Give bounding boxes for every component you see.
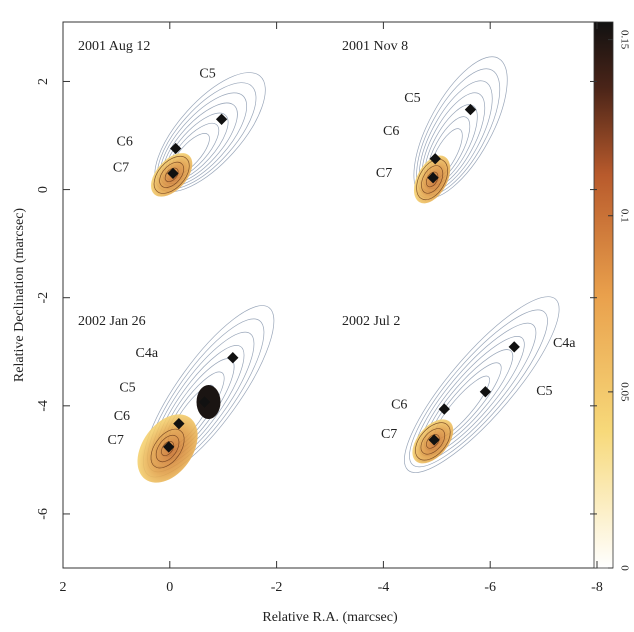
- contour: [416, 158, 449, 201]
- plot-frame: [62, 21, 598, 569]
- x-axis-label: Relative R.A. (marcsec): [262, 610, 398, 625]
- x-tick-label: -6: [484, 580, 496, 595]
- component-label: C4a: [553, 336, 576, 351]
- colorbar: [593, 21, 614, 569]
- component-label: C6: [383, 124, 399, 139]
- y-tick-label: 2: [36, 78, 51, 85]
- y-axis-label: Relative Declination (marcsec): [12, 208, 27, 382]
- component-marker: [170, 142, 182, 155]
- component-label: C7: [113, 161, 129, 176]
- contour: [404, 296, 560, 473]
- panel-label: 2002 Jan 26: [78, 314, 146, 329]
- component-label: C6: [391, 397, 407, 412]
- component-label: C6: [117, 135, 133, 150]
- panel-label: 2002 Jul 2: [342, 314, 400, 329]
- contour: [415, 422, 451, 461]
- x-tick-label: -8: [591, 580, 603, 595]
- component-label: C5: [119, 380, 135, 395]
- component-label: C7: [381, 427, 397, 442]
- component-marker: [428, 434, 440, 446]
- component-marker: [464, 103, 477, 116]
- component-marker: [198, 396, 211, 408]
- panel-label: 2001 Nov 8: [342, 39, 408, 54]
- component-marker: [227, 352, 239, 364]
- component-marker: [167, 167, 179, 180]
- colorbar-tick-label: 0.05: [618, 382, 630, 402]
- component-label: C7: [376, 166, 392, 181]
- contour: [153, 155, 190, 194]
- component-label: C5: [536, 384, 552, 399]
- contour: [426, 434, 440, 449]
- contour: [421, 165, 444, 194]
- x-tick-label: -4: [378, 580, 390, 595]
- colorbar-tick-label: 0.1: [618, 209, 630, 223]
- contour: [425, 171, 439, 188]
- x-tick-label: -2: [271, 580, 283, 595]
- component-marker: [427, 172, 439, 184]
- contour-map: [413, 56, 508, 204]
- x-tick-label: 0: [166, 580, 173, 595]
- contour: [159, 161, 185, 188]
- component-marker: [163, 441, 175, 453]
- component-label: C4a: [136, 346, 159, 361]
- component-marker: [479, 386, 492, 398]
- component-label: C5: [199, 67, 215, 82]
- y-tick-label: 0: [36, 186, 51, 193]
- y-tick-label: -4: [36, 400, 51, 412]
- panel-label: 2001 Aug 12: [78, 39, 150, 54]
- contour: [409, 309, 548, 468]
- component-label: C7: [108, 433, 124, 448]
- component-marker: [429, 153, 441, 165]
- colorbar-tick-label: 0: [618, 565, 630, 571]
- contour: [164, 167, 179, 183]
- colorbar-tick-label: 0.15: [618, 30, 630, 50]
- contour: [150, 428, 185, 469]
- component-label: C6: [114, 409, 130, 424]
- component-marker: [508, 341, 520, 353]
- component-marker: [173, 418, 185, 430]
- emission-maps: [137, 56, 560, 483]
- component-marker: [438, 403, 450, 415]
- y-tick-label: -6: [36, 508, 51, 520]
- x-tick-label: 2: [60, 580, 67, 595]
- contour: [420, 428, 446, 455]
- component-label: C5: [404, 91, 420, 106]
- y-tick-label: -2: [36, 292, 51, 304]
- contour: [155, 434, 180, 463]
- contour: [161, 441, 175, 457]
